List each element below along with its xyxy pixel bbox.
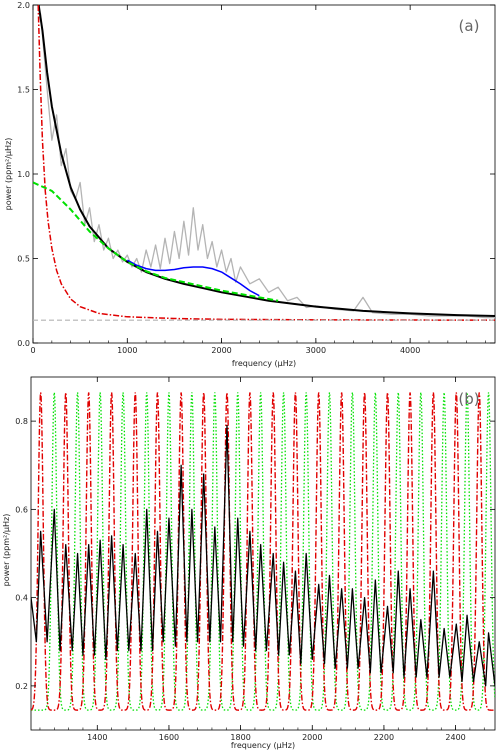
panel-a-ylabel: power (ppm²/μHz) <box>4 138 13 211</box>
series-dash-dot <box>37 5 495 321</box>
x-tick-label: 1800 <box>230 733 250 742</box>
y-tick-label: 0.6 <box>15 505 28 514</box>
y-tick-label: 1.5 <box>17 86 30 95</box>
panel-b-ylabel: power (ppm²/μHz) <box>2 514 11 587</box>
x-tick-label: 2000 <box>302 733 322 742</box>
x-tick-label: 3000 <box>306 346 326 355</box>
panel-b-xlabel: frequency (μHz) <box>231 741 295 750</box>
panel-b-tag: (b) <box>458 390 479 408</box>
series-data <box>31 424 495 687</box>
x-tick-label: 1000 <box>117 346 137 355</box>
y-tick-label: 0.4 <box>15 594 28 603</box>
y-tick-label: 1.0 <box>17 170 30 179</box>
panel-a-tag: (a) <box>459 17 480 35</box>
panel-a-xlabel: frequency (μHz) <box>232 359 296 368</box>
panel-a-frame <box>32 4 496 344</box>
y-tick-label: 0.8 <box>15 417 28 426</box>
mode-profile-green <box>31 392 495 711</box>
x-tick-label: 0 <box>30 346 35 355</box>
x-tick-label: 2400 <box>445 733 465 742</box>
series-data <box>39 13 495 319</box>
x-tick-label: 1400 <box>87 733 107 742</box>
panel-a: 0 1000 2000 3000 4000 0.0 0.5 1.0 1.5 2.0 (a) fre… <box>4 1 496 368</box>
y-tick-label: 0.5 <box>17 255 30 264</box>
series-dashed <box>33 181 279 302</box>
y-tick-label: 2.0 <box>17 1 30 10</box>
x-tick-label: 2200 <box>374 733 394 742</box>
x-tick-label: 2000 <box>211 346 231 355</box>
panel-b: 1400 1600 1800 2000 2200 2400 0.2 0.4 0.6 0.8 (b)… <box>2 376 496 750</box>
series-model-total <box>37 5 495 317</box>
x-tick-label: 1600 <box>159 733 179 742</box>
x-tick-label: 4000 <box>400 346 420 355</box>
y-tick-label: 0.2 <box>15 682 28 691</box>
y-tick-label: 0.0 <box>17 339 30 348</box>
panel-b-frame <box>30 376 496 731</box>
series-model-with-envelope <box>126 259 260 297</box>
mode-profile-red <box>31 392 495 711</box>
